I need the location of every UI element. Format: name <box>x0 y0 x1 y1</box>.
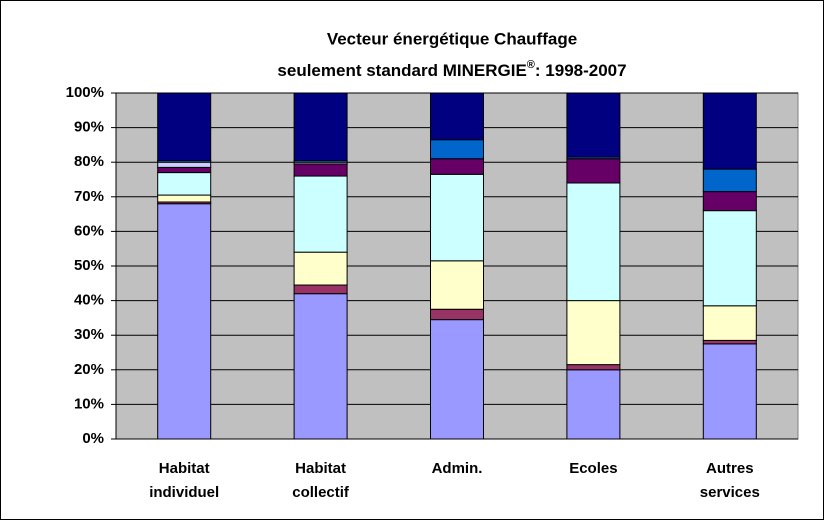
x-tick-label: Habitat <box>159 460 210 477</box>
bar-segment <box>430 319 484 440</box>
bar-segment <box>157 166 212 174</box>
bar-segment <box>566 300 621 366</box>
y-tick-label: 30% <box>74 326 104 343</box>
bar-segment <box>702 92 757 170</box>
bar-segment <box>157 194 212 203</box>
bar-segment <box>293 284 348 295</box>
bar-segment <box>566 158 621 184</box>
bar-segment <box>566 92 621 158</box>
bar-segment <box>430 92 484 141</box>
bar-segment <box>293 251 348 286</box>
y-tick-label: 90% <box>74 119 104 136</box>
subtitle-sup: ® <box>527 59 535 71</box>
bar-segment <box>157 92 212 161</box>
bar-segment <box>702 339 757 345</box>
y-tick-label: 60% <box>74 222 104 239</box>
bar-segment <box>430 173 484 262</box>
y-tick-label: 10% <box>74 395 104 412</box>
subtitle-part: seulement standard MINERGIE <box>277 61 526 80</box>
x-tick-label: collectif <box>292 484 350 501</box>
bar-segment <box>293 293 348 440</box>
bar-segment <box>157 203 212 440</box>
bar-segment <box>566 182 621 302</box>
bar-segment <box>702 168 757 193</box>
bar-segment <box>702 191 757 212</box>
x-tick-label: individuel <box>149 484 219 501</box>
bar-segment <box>702 210 757 307</box>
bar-segment <box>430 158 484 175</box>
chart-subtitle: seulement standard MINERGIE®: 1998-2007 <box>277 59 626 81</box>
y-tick-label: 50% <box>74 257 104 274</box>
bar-segment <box>293 175 348 253</box>
x-tick-label: Autres <box>706 460 754 477</box>
bar-segment <box>566 364 621 371</box>
y-tick-label: 80% <box>74 153 104 170</box>
subtitle-part: : 1998-2007 <box>535 61 627 80</box>
bar-segment <box>157 172 212 196</box>
x-tick-label: Ecoles <box>569 460 617 477</box>
y-tick-label: 100% <box>66 84 104 101</box>
x-tick-label: Admin. <box>432 460 483 477</box>
bar-segment <box>430 308 484 321</box>
bar-segment <box>566 369 621 440</box>
chart-title: Vecteur énergétique Chauffage <box>327 29 577 48</box>
bar-segment <box>430 139 484 160</box>
bar-segment <box>702 305 757 341</box>
y-tick-label: 0% <box>82 430 104 447</box>
bar-segment <box>293 163 348 177</box>
bar-segment <box>430 260 484 310</box>
x-tick-label: Habitat <box>295 460 346 477</box>
bar-segment <box>157 161 212 168</box>
y-tick-label: 20% <box>74 361 104 378</box>
bar-segment <box>293 92 348 161</box>
bar-segment <box>702 343 757 440</box>
x-tick-label: services <box>700 484 760 501</box>
y-tick-label: 40% <box>74 292 104 309</box>
y-tick-label: 70% <box>74 188 104 205</box>
